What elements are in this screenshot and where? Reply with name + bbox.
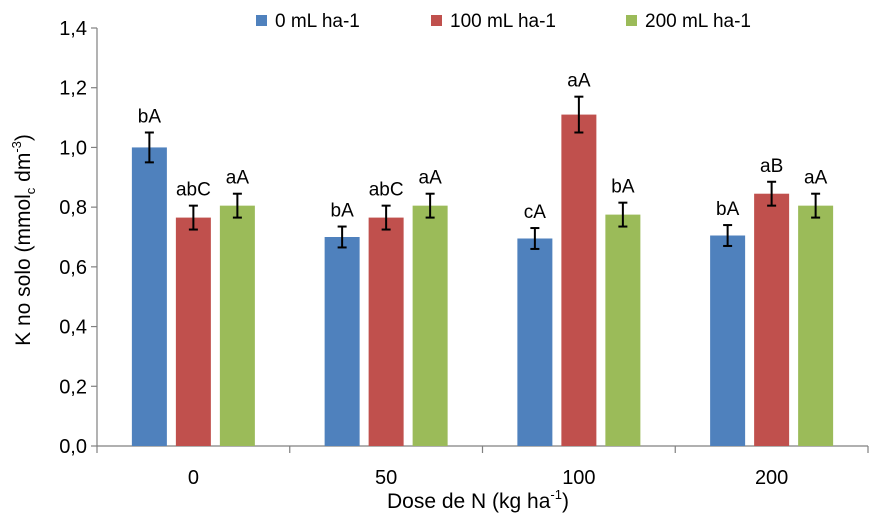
y-tick-label: 0,4 [59, 317, 87, 339]
legend-swatch [431, 15, 442, 26]
significance-label: bA [331, 201, 355, 222]
bar [219, 205, 255, 446]
x-tick-label: 100 [562, 467, 595, 489]
bar [710, 235, 746, 446]
legend-label: 100 mL ha-1 [450, 11, 556, 32]
legend-label: 0 mL ha-1 [275, 11, 360, 32]
bar [324, 237, 360, 446]
x-axis: 0 50 100 200 [96, 445, 869, 489]
y-axis-title: K no solo (mmolc dm-3) [9, 134, 38, 346]
significance-label: bA [716, 199, 740, 220]
significance-label: abC [176, 180, 211, 201]
bar [368, 217, 404, 446]
significance-label: aA [804, 168, 828, 189]
significance-label: aA [419, 168, 443, 189]
significance-label: aA [567, 71, 591, 92]
bar [412, 205, 448, 446]
significance-label: bA [611, 177, 635, 198]
plot-area: bA bA cA bA abC abC aA aB aA aA bA aA [131, 71, 834, 446]
x-tick-label: 50 [375, 467, 397, 489]
significance-label: abC [369, 180, 404, 201]
bar [798, 205, 834, 446]
bar [561, 114, 597, 446]
legend-swatch [256, 15, 267, 26]
y-tick-label: 1,4 [59, 18, 87, 40]
y-tick-label: 1,2 [59, 78, 87, 100]
bar [754, 193, 790, 446]
y-tick-label: 0,2 [59, 376, 87, 398]
y-tick-label: 0,8 [59, 197, 87, 219]
x-tick-label: 0 [188, 467, 199, 489]
bar [131, 147, 167, 446]
x-tick-label: 200 [755, 467, 788, 489]
bar [175, 217, 211, 446]
y-tick-label: 1,0 [59, 137, 87, 159]
significance-label: bA [138, 107, 162, 128]
x-axis-title: Dose de N (kg ha-1) [387, 487, 569, 513]
legend-label: 200 mL ha-1 [645, 11, 751, 32]
significance-label: aA [226, 168, 250, 189]
legend: 0 mL ha-1 100 mL ha-1 200 mL ha-1 [256, 11, 751, 32]
significance-label: cA [524, 202, 547, 223]
bar [605, 214, 641, 446]
bar [517, 238, 553, 446]
y-tick-label: 0,6 [59, 257, 87, 279]
legend-swatch [626, 15, 637, 26]
y-tick-label: 0,0 [59, 436, 87, 458]
y-axis: 0,0 0,2 0,4 0,6 0,8 1,0 1,2 1,4 [59, 18, 98, 458]
significance-label: aB [760, 156, 783, 177]
